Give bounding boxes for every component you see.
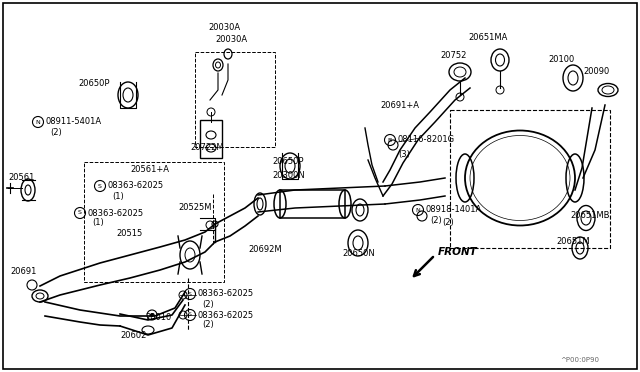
Text: FRONT: FRONT [438,247,477,257]
Text: N: N [415,208,420,212]
Text: (2): (2) [430,215,442,224]
Text: 08363-62025: 08363-62025 [197,289,253,298]
Text: 20561+A: 20561+A [130,166,169,174]
Text: 08363-62025: 08363-62025 [107,182,163,190]
Text: 20100: 20100 [548,55,574,64]
Text: 20561: 20561 [8,173,35,183]
Circle shape [150,313,154,317]
Text: (3): (3) [398,151,410,160]
Text: 20650P: 20650P [78,80,109,89]
Bar [84,162,224,282]
Text: (1): (1) [112,192,124,201]
Text: (2): (2) [202,299,214,308]
Text: 20752: 20752 [440,51,467,60]
Text: 20722M: 20722M [190,144,223,153]
Text: 20300N: 20300N [272,170,305,180]
Text: 20525M: 20525M [178,203,211,212]
Text: (1): (1) [92,218,104,228]
Text: B: B [388,138,392,142]
Text: S: S [188,292,192,296]
Text: 20010: 20010 [145,314,172,323]
Text: 20602: 20602 [120,330,147,340]
Text: 08363-62025: 08363-62025 [87,208,143,218]
Text: 08918-1401A: 08918-1401A [425,205,481,215]
Text: (2): (2) [50,128,61,137]
Text: 20030A: 20030A [208,23,240,32]
Text: S: S [78,211,82,215]
Text: 08116-8201G: 08116-8201G [397,135,454,144]
Bar [450,110,610,248]
Text: S: S [98,183,102,189]
Text: 20651M: 20651M [556,237,589,247]
Text: 20650P: 20650P [272,157,303,167]
Text: 20692M: 20692M [248,246,282,254]
Text: 20651MB: 20651MB [570,211,609,219]
Text: N: N [36,119,40,125]
Text: 08911-5401A: 08911-5401A [46,118,102,126]
Text: 20691+A: 20691+A [380,100,419,109]
Text: 20090: 20090 [583,67,609,77]
Text: (2): (2) [442,218,454,227]
Text: 20515: 20515 [116,228,142,237]
Text: 20650N: 20650N [342,248,375,257]
Text: 20651MA: 20651MA [468,33,508,42]
Text: 20691: 20691 [10,267,36,276]
Text: S: S [188,312,192,317]
Text: (2): (2) [202,321,214,330]
Bar [200,120,222,158]
Text: 08363-62025: 08363-62025 [197,311,253,320]
Bar [195,52,275,147]
Text: 20030A: 20030A [215,35,247,45]
Bar [280,190,345,218]
Text: ^P00:0P90: ^P00:0P90 [560,357,599,363]
